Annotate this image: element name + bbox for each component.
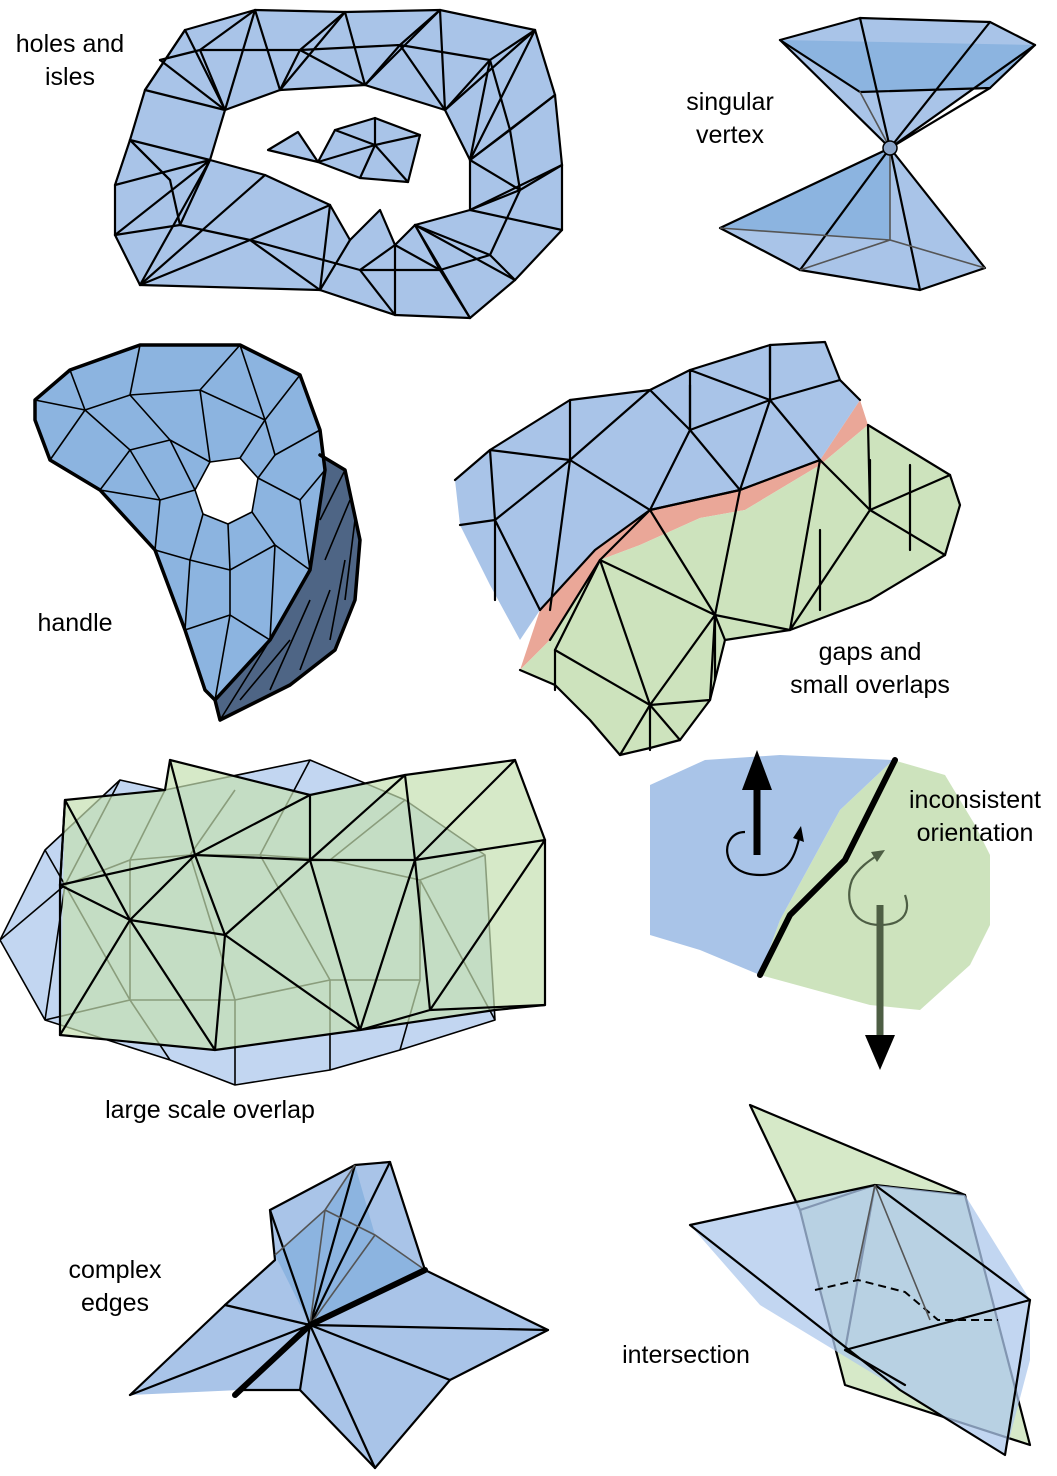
label-singular-line1: singular xyxy=(686,88,774,116)
label-gaps-line1: gaps and xyxy=(819,638,922,666)
gaps-overlaps-mesh: gaps and small overlaps xyxy=(453,340,962,757)
label-holes-line2: isles xyxy=(45,63,95,91)
label-holes-line1: holes and xyxy=(16,30,124,58)
complex-edges-mesh: complex edges xyxy=(68,1160,550,1470)
label-complex-line2: edges xyxy=(81,1289,149,1317)
singular-vertex-point xyxy=(882,140,898,156)
intersection-mesh: intersection xyxy=(622,1103,1032,1457)
inconsistent-orientation-mesh: inconsistent orientation xyxy=(650,750,1041,1070)
handle-mesh: handle xyxy=(33,343,362,722)
label-intersection: intersection xyxy=(622,1341,750,1369)
label-handle: handle xyxy=(37,609,112,637)
large-scale-overlap-mesh: large scale overlap xyxy=(0,758,547,1124)
label-gaps-line2: small overlaps xyxy=(790,671,950,699)
label-large-overlap: large scale overlap xyxy=(105,1096,315,1124)
label-singular-line2: vertex xyxy=(696,121,765,149)
label-complex-line1: complex xyxy=(68,1256,162,1284)
label-inconsistent-line2: orientation xyxy=(917,819,1034,847)
label-inconsistent-line1: inconsistent xyxy=(909,786,1041,814)
holes-and-isles-mesh: holes and isles xyxy=(16,8,564,320)
singular-vertex-mesh: singular vertex xyxy=(686,16,1037,292)
